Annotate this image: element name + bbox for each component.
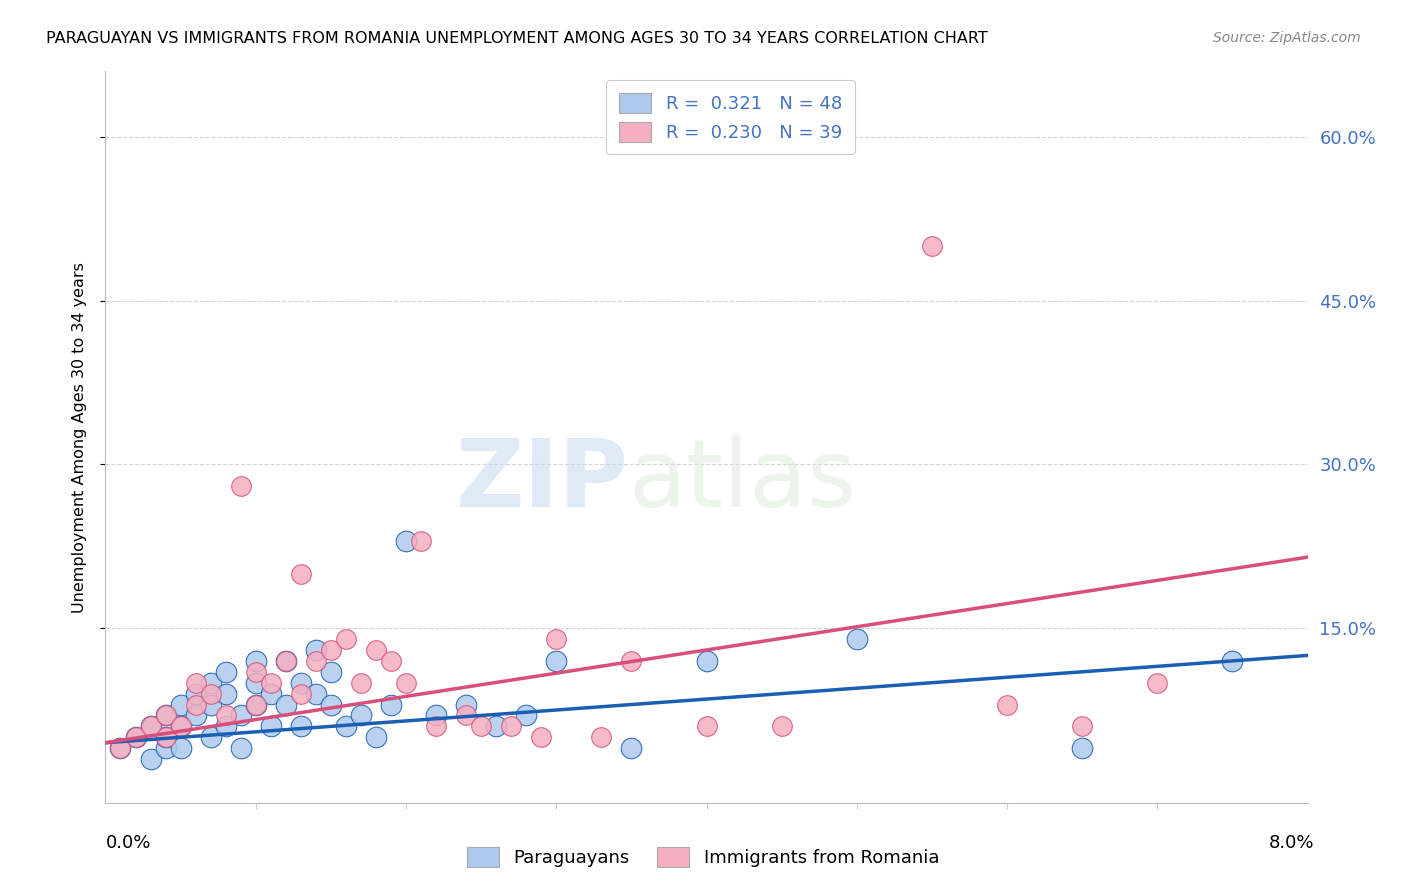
Point [274, 654, 297, 668]
Point [245, 665, 267, 679]
Point [305, 654, 328, 668]
Point [274, 698, 297, 712]
Point [395, 533, 418, 548]
Point [169, 719, 191, 733]
Point [1071, 741, 1094, 756]
Point [290, 719, 312, 733]
Point [995, 698, 1018, 712]
Point [169, 741, 191, 756]
Y-axis label: Unemployment Among Ages 30 to 34 years: Unemployment Among Ages 30 to 34 years [72, 261, 87, 613]
Point [425, 708, 447, 723]
Point [350, 675, 373, 690]
Point [139, 752, 162, 766]
Point [409, 533, 432, 548]
Point [319, 698, 342, 712]
Point [155, 741, 177, 756]
Point [501, 719, 523, 733]
Point [696, 719, 718, 733]
Point [620, 654, 643, 668]
Point [184, 698, 207, 712]
Point [591, 731, 613, 745]
Point [260, 719, 283, 733]
Point [485, 719, 508, 733]
Text: atlas: atlas [628, 435, 856, 527]
Point [214, 719, 236, 733]
Text: 8.0%: 8.0% [1270, 834, 1315, 852]
Point [200, 731, 222, 745]
Point [1146, 675, 1168, 690]
Point [229, 479, 252, 493]
Point [274, 654, 297, 668]
Point [124, 731, 146, 745]
Point [335, 632, 357, 646]
Point [169, 698, 191, 712]
Point [155, 731, 177, 745]
Text: 0.0%: 0.0% [105, 834, 150, 852]
Legend: R =  0.321   N = 48, R =  0.230   N = 39: R = 0.321 N = 48, R = 0.230 N = 39 [606, 80, 855, 154]
Point [245, 654, 267, 668]
Point [290, 566, 312, 581]
Point [110, 741, 132, 756]
Point [245, 675, 267, 690]
Legend: Paraguayans, Immigrants from Romania: Paraguayans, Immigrants from Romania [460, 839, 946, 874]
Text: ZIP: ZIP [456, 435, 628, 527]
Point [260, 687, 283, 701]
Point [290, 687, 312, 701]
Point [1222, 654, 1244, 668]
Point [350, 708, 373, 723]
Point [214, 665, 236, 679]
Point [229, 741, 252, 756]
Point [155, 708, 177, 723]
Point [454, 698, 477, 712]
Point [245, 698, 267, 712]
Point [184, 675, 207, 690]
Point [155, 708, 177, 723]
Point [229, 708, 252, 723]
Point [696, 654, 718, 668]
Point [305, 687, 328, 701]
Point [200, 687, 222, 701]
Point [364, 643, 387, 657]
Point [139, 719, 162, 733]
Point [470, 719, 492, 733]
Point [515, 708, 537, 723]
Point [245, 698, 267, 712]
Point [845, 632, 868, 646]
Text: Source: ZipAtlas.com: Source: ZipAtlas.com [1213, 31, 1361, 45]
Text: PARAGUAYAN VS IMMIGRANTS FROM ROMANIA UNEMPLOYMENT AMONG AGES 30 TO 34 YEARS COR: PARAGUAYAN VS IMMIGRANTS FROM ROMANIA UN… [46, 31, 988, 46]
Point [546, 632, 568, 646]
Point [546, 654, 568, 668]
Point [364, 731, 387, 745]
Point [319, 665, 342, 679]
Point [214, 708, 236, 723]
Point [530, 731, 553, 745]
Point [425, 719, 447, 733]
Point [770, 719, 793, 733]
Point [454, 708, 477, 723]
Point [380, 698, 402, 712]
Point [1071, 719, 1094, 733]
Point [305, 643, 328, 657]
Point [335, 719, 357, 733]
Point [169, 719, 191, 733]
Point [921, 239, 943, 253]
Point [319, 643, 342, 657]
Point [155, 731, 177, 745]
Point [200, 698, 222, 712]
Point [290, 675, 312, 690]
Point [184, 687, 207, 701]
Point [620, 741, 643, 756]
Point [124, 731, 146, 745]
Point [380, 654, 402, 668]
Point [110, 741, 132, 756]
Point [395, 675, 418, 690]
Point [184, 708, 207, 723]
Point [200, 675, 222, 690]
Point [260, 675, 283, 690]
Point [139, 719, 162, 733]
Point [214, 687, 236, 701]
